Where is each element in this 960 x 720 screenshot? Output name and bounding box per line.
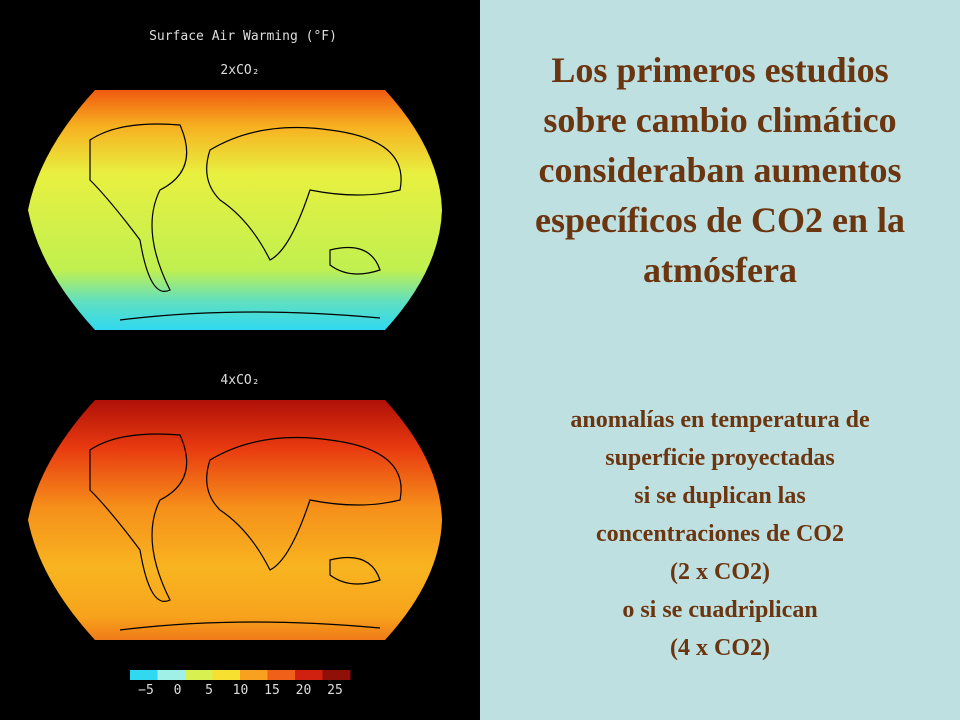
colorbar-tick-label: 10: [233, 683, 249, 698]
heading-line: sobre cambio climático: [543, 100, 896, 140]
colorbar-tick-label: −5: [138, 683, 154, 698]
colorbar-segment: [185, 670, 213, 680]
coastlines: [89, 123, 402, 321]
map-label: 4xCO₂: [220, 373, 259, 388]
colorbar: −5 0 5 10 15 20 25: [130, 670, 351, 698]
colorbar-segment: [130, 670, 158, 680]
colorbar-segment: [295, 670, 323, 680]
coastlines: [89, 433, 402, 631]
body-line: o si se cuadriplican: [622, 597, 817, 623]
colorbar-tick-label: 15: [264, 683, 280, 698]
heading-line: atmósfera: [643, 250, 797, 290]
colorbar-tick-label: 0: [174, 683, 182, 698]
colorbar-segment: [240, 670, 268, 680]
body-line: (2 x CO2): [670, 559, 770, 585]
colorbar-segment: [212, 670, 241, 680]
colorbar-segment: [322, 670, 351, 680]
body-line: anomalías en temperatura de: [570, 407, 870, 433]
figure-title: Surface Air Warming (°F): [149, 29, 337, 44]
heading-line: Los primeros estudios: [551, 50, 888, 90]
colorbar-tick-label: 25: [327, 683, 343, 698]
right-text: Los primeros estudios sobre cambio climát…: [535, 50, 905, 661]
heading-line: específicos de CO2 en la: [535, 200, 905, 240]
colorbar-segment: [157, 670, 186, 680]
map-4xco2: [28, 400, 442, 640]
heading-line: consideraban aumentos: [538, 150, 901, 190]
colorbar-tick-label: 5: [205, 683, 213, 698]
right-background: [480, 0, 960, 720]
map-2xco2: [28, 90, 442, 330]
body-line: concentraciones de CO2: [596, 521, 844, 547]
map-label: 2xCO₂: [220, 63, 259, 78]
body-line: superficie proyectadas: [605, 445, 835, 471]
body-line: si se duplican las: [634, 483, 805, 509]
body-line: (4 x CO2): [670, 635, 770, 661]
colorbar-tick-label: 20: [296, 683, 312, 698]
colorbar-segment: [267, 670, 296, 680]
